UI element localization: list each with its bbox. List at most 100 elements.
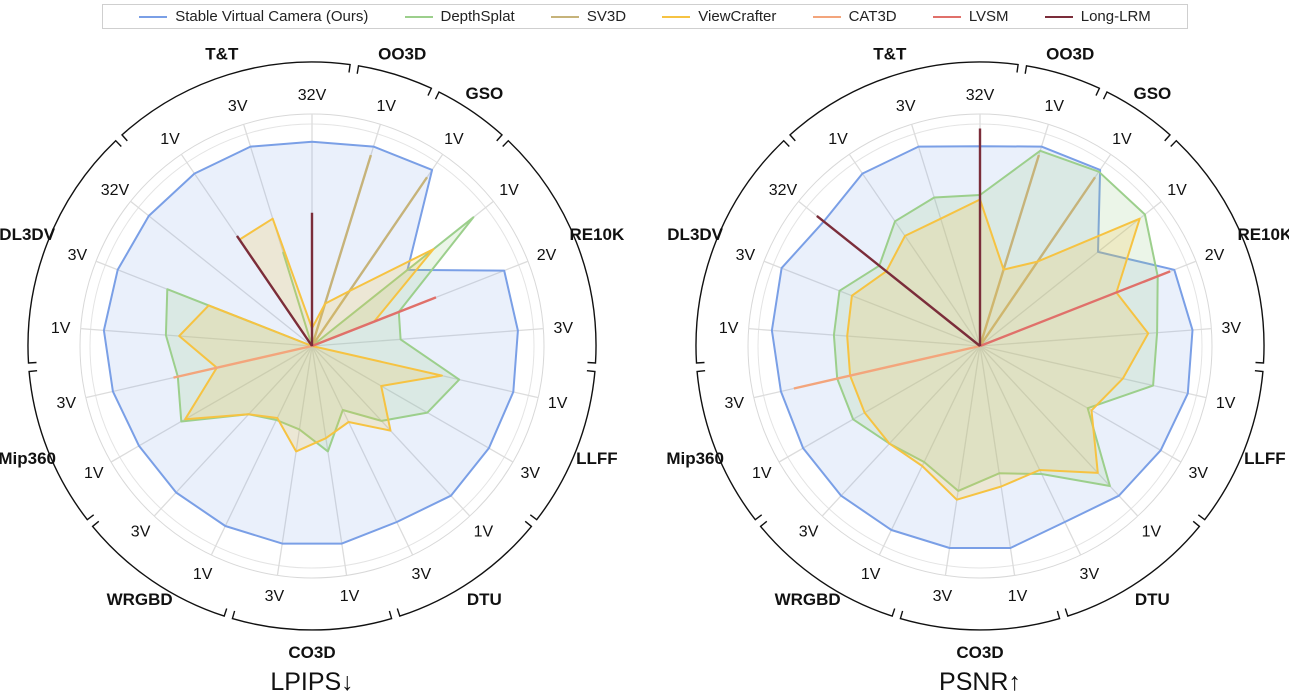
legend-item: CAT3D bbox=[812, 8, 897, 25]
tick-label: 1V bbox=[828, 131, 848, 148]
series-area bbox=[770, 145, 1194, 549]
series-spike bbox=[235, 235, 313, 347]
tick-label: 1V bbox=[1167, 182, 1187, 199]
legend-label: SV3D bbox=[586, 8, 627, 25]
legend-swatch bbox=[550, 15, 579, 18]
tick-label: 1V bbox=[1008, 588, 1028, 605]
legend-item: LVSM bbox=[932, 8, 1009, 25]
spoke-line bbox=[878, 345, 981, 556]
group-label: DTU bbox=[1135, 590, 1170, 609]
group-bracket bbox=[356, 64, 433, 96]
chart-title: PSNR↑ bbox=[939, 668, 1021, 696]
group-label: T&T bbox=[873, 45, 907, 64]
group-label: Mip360 bbox=[0, 449, 56, 468]
group-label: RE10K bbox=[1237, 225, 1289, 244]
tick-label: 1V bbox=[752, 465, 772, 482]
legend-label: LVSM bbox=[968, 8, 1009, 25]
group-label: T&T bbox=[205, 45, 239, 64]
spoke-line bbox=[979, 328, 1212, 347]
tick-label: 3V bbox=[896, 98, 916, 115]
group-bracket bbox=[899, 610, 1061, 631]
tick-label: 3V bbox=[725, 395, 745, 412]
spoke-line bbox=[944, 345, 981, 576]
group-label: DL3DV bbox=[0, 225, 56, 244]
spoke-line bbox=[311, 345, 348, 576]
legend-swatch bbox=[932, 15, 961, 18]
group-bracket bbox=[1102, 91, 1171, 142]
tick-label: 1V bbox=[444, 131, 464, 148]
legend-item: Stable Virtual Camera (Ours) bbox=[139, 8, 368, 25]
tick-label: 1V bbox=[1216, 395, 1236, 412]
group-bracket bbox=[789, 61, 1019, 142]
tick-label: 3V bbox=[131, 524, 151, 541]
spoke-line bbox=[311, 345, 414, 556]
spoke-line bbox=[821, 345, 981, 517]
tick-label: 1V bbox=[193, 566, 213, 583]
spoke-line bbox=[979, 345, 1082, 556]
legend-swatch bbox=[139, 15, 168, 18]
group-bracket bbox=[1064, 520, 1201, 617]
tick-label: 32V bbox=[966, 87, 995, 104]
group-label: DTU bbox=[467, 590, 502, 609]
group-bracket bbox=[1197, 370, 1264, 521]
group-label: CO3D bbox=[288, 643, 335, 662]
spoke-line bbox=[276, 345, 313, 576]
legend-item: DepthSplat bbox=[404, 8, 515, 25]
chart-legend: Stable Virtual Camera (Ours) DepthSplat SV… bbox=[102, 4, 1188, 29]
series-area bbox=[846, 198, 1150, 501]
group-bracket bbox=[1170, 139, 1265, 364]
legend-swatch bbox=[1044, 15, 1073, 18]
legend-swatch bbox=[662, 15, 691, 18]
tick-label: 1V bbox=[474, 524, 494, 541]
group-bracket bbox=[231, 610, 393, 631]
group-bracket bbox=[1024, 64, 1101, 96]
spoke-line bbox=[979, 345, 1016, 576]
legend-item: SV3D bbox=[550, 8, 627, 25]
group-bracket bbox=[529, 370, 596, 521]
tick-label: 3V bbox=[228, 98, 248, 115]
legend-label: CAT3D bbox=[848, 8, 897, 25]
spoke-line bbox=[130, 200, 313, 347]
group-bracket bbox=[91, 520, 228, 617]
tick-label: 1V bbox=[861, 566, 881, 583]
group-label: DL3DV bbox=[667, 225, 723, 244]
group-label: LLFF bbox=[1244, 449, 1286, 468]
legend-swatch bbox=[812, 15, 841, 18]
group-label: OO3D bbox=[378, 45, 426, 64]
tick-label: 1V bbox=[548, 395, 568, 412]
tick-label: 1V bbox=[340, 588, 360, 605]
tick-label: 3V bbox=[520, 465, 540, 482]
spoke-line bbox=[778, 345, 981, 463]
tick-label: 3V bbox=[412, 566, 432, 583]
group-bracket bbox=[28, 370, 95, 521]
tick-label: 3V bbox=[554, 320, 574, 337]
legend-label: DepthSplat bbox=[440, 8, 515, 25]
tick-label: 3V bbox=[1080, 566, 1100, 583]
series-spike bbox=[173, 344, 313, 379]
spoke-line bbox=[979, 345, 1139, 517]
group-bracket bbox=[396, 520, 533, 617]
spoke-line bbox=[910, 124, 981, 347]
group-label: CO3D bbox=[956, 643, 1003, 662]
spoke-line bbox=[979, 345, 1182, 463]
tick-label: 1V bbox=[1044, 98, 1064, 115]
series-spike bbox=[979, 270, 1171, 348]
tick-label: 3V bbox=[736, 247, 756, 264]
tick-label: 2V bbox=[1205, 247, 1225, 264]
tick-label: 1V bbox=[719, 320, 739, 337]
spoke-line bbox=[311, 328, 544, 347]
spoke-line bbox=[153, 345, 313, 517]
group-bracket bbox=[696, 370, 763, 521]
chart-title: LPIPS↓ bbox=[270, 668, 353, 696]
spoke-line bbox=[311, 345, 514, 463]
legend-item: ViewCrafter bbox=[662, 8, 776, 25]
legend-label: ViewCrafter bbox=[698, 8, 777, 25]
tick-label: 2V bbox=[537, 247, 557, 264]
series-area bbox=[164, 216, 475, 453]
legend-swatch bbox=[404, 15, 433, 18]
tick-label: 32V bbox=[769, 182, 798, 199]
series-area bbox=[178, 217, 443, 453]
tick-label: 3V bbox=[57, 395, 77, 412]
tick-label: 1V bbox=[51, 320, 71, 337]
